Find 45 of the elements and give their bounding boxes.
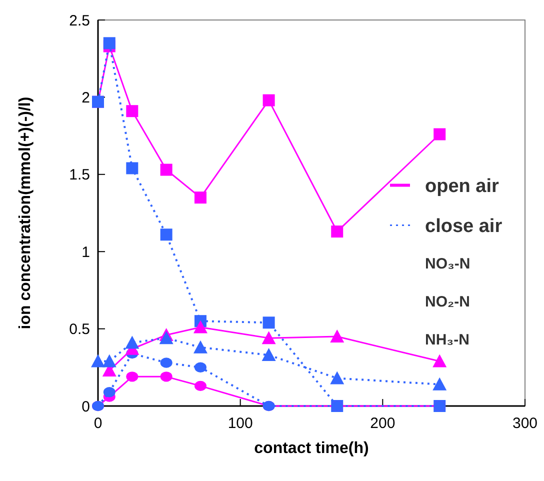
point — [330, 330, 344, 343]
point — [432, 354, 447, 368]
point — [91, 354, 105, 368]
legend-label: open air — [425, 176, 500, 197]
annotation: NH₃-N — [425, 331, 470, 348]
y-tick-label: 1 — [82, 244, 90, 261]
point — [126, 162, 138, 174]
annotation: NO₂-N — [425, 293, 470, 310]
point — [262, 331, 276, 344]
point — [102, 354, 116, 368]
annotation: NO₃-N — [425, 255, 470, 272]
point — [194, 380, 206, 392]
y-axis-title: ion concentration(mmol(+)(-)/l) — [17, 96, 34, 330]
x-tick-label: 0 — [94, 415, 102, 432]
point — [330, 371, 344, 384]
point — [262, 94, 275, 106]
y-tick-label: 2 — [82, 89, 90, 106]
x-tick-label: 100 — [228, 415, 253, 432]
point — [125, 336, 140, 349]
point — [160, 372, 172, 382]
point — [434, 128, 446, 140]
point — [262, 316, 275, 329]
point — [126, 372, 138, 382]
point — [160, 228, 172, 241]
point — [262, 348, 276, 362]
point — [194, 362, 206, 372]
y-tick-label: 1.5 — [69, 166, 90, 184]
x-tick-label: 200 — [370, 415, 396, 432]
point — [126, 105, 138, 118]
point — [193, 320, 208, 334]
point — [160, 358, 172, 368]
y-tick-label: 0 — [82, 398, 90, 416]
point — [159, 331, 174, 344]
y-tick-label: 2.5 — [69, 12, 90, 30]
x-axis-title: contact time(h) — [254, 440, 369, 457]
point — [331, 226, 344, 238]
point — [160, 164, 172, 176]
point — [194, 192, 206, 204]
point — [193, 340, 208, 354]
y-tick-label: 0.5 — [69, 321, 90, 338]
legend-label: close air — [425, 216, 503, 237]
point — [103, 387, 116, 398]
x-tick-label: 300 — [512, 415, 538, 432]
point — [432, 377, 447, 390]
point — [103, 37, 116, 50]
